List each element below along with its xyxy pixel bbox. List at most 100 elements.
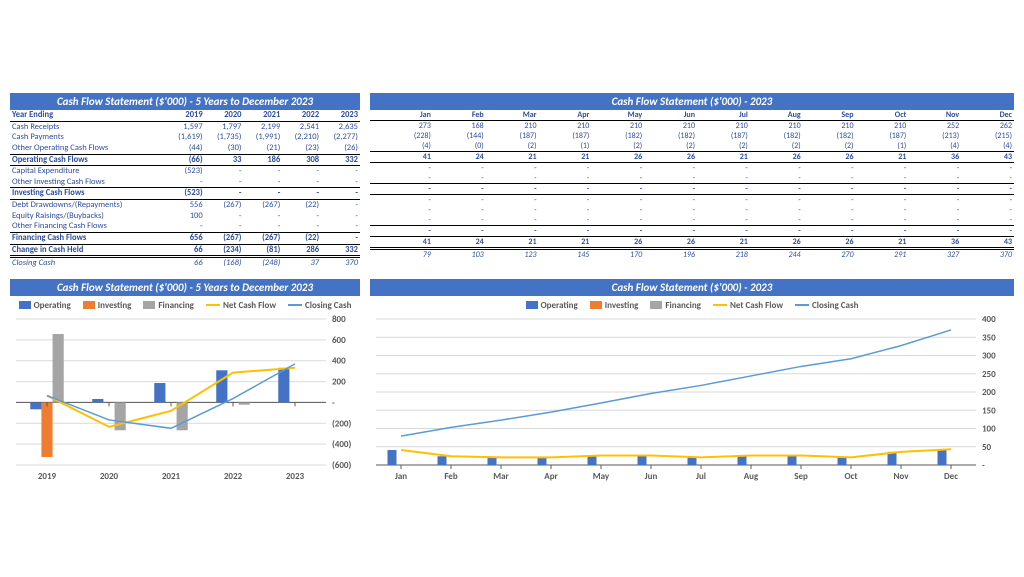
cell: (182) (644, 131, 697, 141)
cell: - (166, 221, 205, 232)
cell: 33 (205, 154, 244, 166)
cell: 556 (166, 200, 205, 211)
cell: - (856, 205, 909, 215)
cell: - (697, 226, 750, 237)
cell: 210 (644, 121, 697, 132)
cell: - (321, 211, 360, 222)
svg-text:Feb: Feb (444, 471, 458, 482)
cell: 656 (166, 232, 205, 244)
right-chart-legend: OperatingInvestingFinancingNet Cash Flow… (370, 296, 1014, 313)
row-label (370, 141, 380, 152)
svg-text:Mar: Mar (493, 471, 509, 482)
cell: - (205, 177, 244, 188)
cell: - (908, 195, 961, 206)
row-label: Other Investing Cash Flows (10, 177, 166, 188)
svg-text:2021: 2021 (162, 471, 181, 482)
cell: (228) (380, 131, 433, 141)
cell: - (321, 200, 360, 211)
cell: (182) (591, 131, 644, 141)
cell: (187) (486, 131, 539, 141)
cell: - (750, 205, 803, 215)
cell: 26 (591, 237, 644, 249)
row-label (370, 173, 380, 184)
cell: 21 (539, 237, 592, 249)
legend-item: Financing (143, 300, 194, 311)
cell: 37 (282, 257, 321, 269)
row-label: Investing Cash Flows (10, 188, 166, 200)
cell: 244 (750, 249, 803, 261)
cell: 26 (644, 152, 697, 163)
cell: 210 (750, 121, 803, 132)
cell: - (205, 166, 244, 177)
cell: - (644, 163, 697, 174)
cell: 332 (321, 244, 360, 257)
svg-text:Jun: Jun (645, 471, 658, 482)
cell: - (539, 195, 592, 206)
right-table: JanFebMarAprMayJunJulAugSepOctNovDec2731… (370, 110, 1014, 260)
row-label: Operating Cash Flows (10, 154, 166, 166)
row-label: Closing Cash (10, 257, 166, 269)
table-header (370, 110, 380, 121)
left-table-panel: Cash Flow Statement ($'000) - 5 Years to… (10, 93, 360, 269)
cell: (213) (908, 131, 961, 141)
table-header: Jan (380, 110, 433, 121)
row-label: Equity Raisings/(Buybacks) (10, 211, 166, 222)
cell: - (750, 184, 803, 195)
cell: - (908, 173, 961, 184)
cell: (81) (243, 244, 282, 257)
cell: 145 (539, 249, 592, 261)
cell: - (961, 173, 1014, 184)
cell: - (486, 215, 539, 226)
row-label (370, 249, 380, 261)
cell: - (803, 163, 856, 174)
cell: - (433, 205, 486, 215)
cell: 36 (908, 152, 961, 163)
svg-text:2022: 2022 (224, 471, 243, 482)
cell: - (486, 163, 539, 174)
cell: (1,735) (205, 132, 244, 143)
cell: (1) (856, 141, 909, 152)
cell: 210 (539, 121, 592, 132)
table-header: Nov (908, 110, 961, 121)
cell: 26 (750, 237, 803, 249)
cell: (22) (282, 232, 321, 244)
row-label (370, 226, 380, 237)
cell: - (282, 188, 321, 200)
cell: 24 (433, 152, 486, 163)
table-header: 2021 (243, 110, 282, 121)
cell: (1) (539, 141, 592, 152)
cell: - (803, 173, 856, 184)
cell: - (433, 215, 486, 226)
cell: (187) (539, 131, 592, 141)
cell: - (908, 215, 961, 226)
cell: (2,277) (321, 132, 360, 143)
left-chart-title: Cash Flow Statement ($'000) - 5 Years to… (10, 279, 360, 296)
svg-text:2020: 2020 (100, 471, 119, 482)
cell: - (644, 205, 697, 215)
table-header: Feb (433, 110, 486, 121)
cell: 66 (166, 244, 205, 257)
cell: 286 (282, 244, 321, 257)
svg-text:Sep: Sep (794, 471, 808, 482)
cell: (234) (205, 244, 244, 257)
cell: - (243, 221, 282, 232)
cell: - (697, 163, 750, 174)
cell: 210 (803, 121, 856, 132)
cell: - (380, 215, 433, 226)
cell: - (433, 163, 486, 174)
row-label (370, 215, 380, 226)
right-chart-title: Cash Flow Statement ($'000) - 2023 (370, 279, 1014, 296)
svg-text:200: 200 (332, 376, 346, 387)
cell: - (644, 195, 697, 206)
cell: - (380, 163, 433, 174)
cell: - (205, 188, 244, 200)
cell: (21) (243, 143, 282, 154)
row-label (370, 237, 380, 249)
cell: (523) (166, 188, 205, 200)
cell: 66 (166, 257, 205, 269)
row-label (370, 152, 380, 163)
cell: (26) (321, 143, 360, 154)
legend-item: Closing Cash (288, 300, 351, 311)
svg-text:(200): (200) (332, 418, 351, 429)
cell: (2) (644, 141, 697, 152)
